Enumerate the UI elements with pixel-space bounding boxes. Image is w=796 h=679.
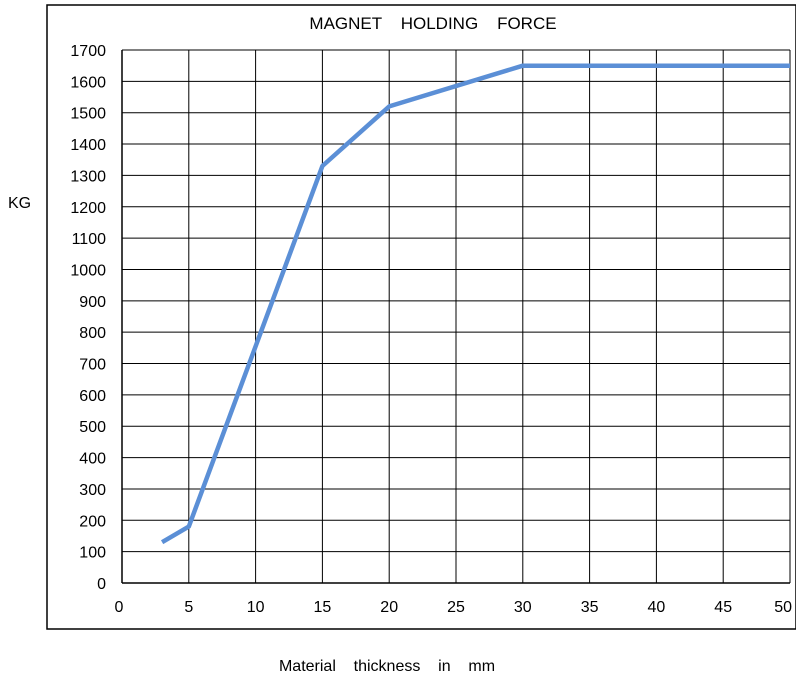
x-tick-labels: 0 5 10 15 20 25 30 35 40 45 50 — [115, 599, 793, 616]
x-tick-label: 0 — [115, 599, 124, 616]
y-tick-labels: 0 100 200 300 400 500 600 700 800 900 1000 1100 1200… — [70, 43, 106, 593]
series-line — [160, 63, 790, 545]
x-tick-label: 35 — [581, 599, 599, 616]
y-tick-label: 1300 — [70, 168, 106, 185]
x-axis-label: Material thickness in mm — [279, 658, 495, 675]
y-tick-label: 0 — [97, 576, 106, 593]
y-axis-label: KG — [8, 195, 31, 212]
x-tick-label: 20 — [380, 599, 398, 616]
x-tick-label: 10 — [247, 599, 265, 616]
y-tick-label: 900 — [79, 294, 106, 311]
y-tick-label: 1200 — [70, 200, 106, 217]
x-tick-label: 40 — [648, 599, 666, 616]
x-tick-label: 15 — [314, 599, 332, 616]
y-tick-label: 400 — [79, 451, 106, 468]
chart-frame — [46, 4, 796, 630]
y-tick-label: 700 — [79, 357, 106, 374]
y-tick-label: 1500 — [70, 106, 106, 123]
x-tick-label: 25 — [447, 599, 465, 616]
y-tick-label: 1000 — [70, 262, 106, 279]
y-tick-label: 500 — [79, 419, 106, 436]
grid-lines — [121, 49, 791, 584]
chart-title: MAGNET HOLDING FORCE — [309, 14, 556, 33]
x-tick-label: 30 — [514, 599, 532, 616]
y-tick-label: 300 — [79, 482, 106, 499]
y-tick-label: 1700 — [70, 43, 106, 60]
y-tick-label: 1400 — [70, 137, 106, 154]
y-tick-label: 1600 — [70, 74, 106, 91]
y-tick-label: 100 — [79, 545, 106, 562]
y-tick-label: 1100 — [72, 231, 107, 248]
y-tick-label: 600 — [79, 388, 106, 405]
x-tick-label: 50 — [774, 599, 792, 616]
y-tick-label: 800 — [79, 325, 106, 342]
y-tick-label: 200 — [79, 513, 106, 530]
x-tick-label: 5 — [184, 599, 193, 616]
data-series — [160, 63, 791, 545]
x-tick-label: 45 — [714, 599, 732, 616]
